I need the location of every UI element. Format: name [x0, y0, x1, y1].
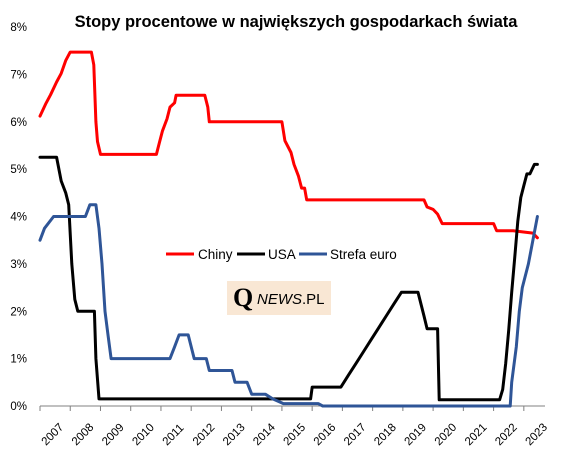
- x-tick-label: 2022: [493, 422, 520, 449]
- qnews-logo: Q NEWS.PL: [227, 281, 331, 315]
- logo-q: Q: [233, 283, 254, 312]
- y-tick-label: 0%: [10, 401, 27, 413]
- legend-label-1: USA: [268, 247, 296, 262]
- y-axis-ticks: 0% 1% 2% 3% 4% 5% 6% 7% 8%: [10, 22, 27, 413]
- series-line-0: [38, 50, 539, 240]
- y-tick-label: 4%: [10, 212, 27, 224]
- x-tick-label: 2007: [40, 422, 67, 449]
- x-tick-label: 2013: [221, 422, 248, 449]
- x-tick-label: 2023: [523, 422, 550, 449]
- series-line-2: [38, 203, 539, 408]
- y-tick-label: 2%: [10, 306, 27, 318]
- x-tick-label: 2015: [282, 422, 309, 449]
- x-tick-label: 2014: [251, 421, 278, 448]
- series-lines: [38, 50, 539, 408]
- legend-label-0: Chiny: [198, 247, 233, 262]
- y-tick-label: 1%: [10, 354, 27, 366]
- logo-text: NEWS.PL: [257, 291, 325, 308]
- legend-label-2: Strefa euro: [330, 247, 397, 262]
- x-tick-label: 2011: [161, 422, 187, 448]
- x-tick-label: 2021: [463, 422, 490, 449]
- y-tick-label: 7%: [10, 69, 27, 81]
- series-line-1: [38, 155, 539, 402]
- x-tick-label: 2012: [191, 422, 218, 449]
- chart-title: Stopy procentowe w największych gospodar…: [75, 13, 519, 31]
- y-tick-label: 5%: [10, 164, 27, 176]
- x-tick-label: 2016: [312, 422, 339, 449]
- x-tick-label: 2019: [403, 422, 430, 449]
- x-axis-ticks: 2007 2008 2009 2010 2011 2012 2013 2014 2015 2016…: [39, 406, 550, 449]
- x-tick-label: 2020: [433, 422, 460, 449]
- logo-pl: .PL: [302, 291, 325, 308]
- x-tick-label: 2009: [100, 422, 127, 449]
- logo-news: NEWS: [257, 291, 302, 308]
- x-tick-label: 2010: [130, 422, 157, 449]
- legend: Chiny USA Strefa euro: [166, 247, 397, 262]
- x-tick-label: 2018: [372, 422, 399, 449]
- x-tick-label: 2017: [342, 422, 369, 449]
- y-tick-label: 6%: [10, 117, 27, 129]
- y-tick-label: 3%: [10, 259, 27, 271]
- y-tick-label: 8%: [10, 22, 27, 34]
- x-tick-label: 2008: [70, 422, 97, 449]
